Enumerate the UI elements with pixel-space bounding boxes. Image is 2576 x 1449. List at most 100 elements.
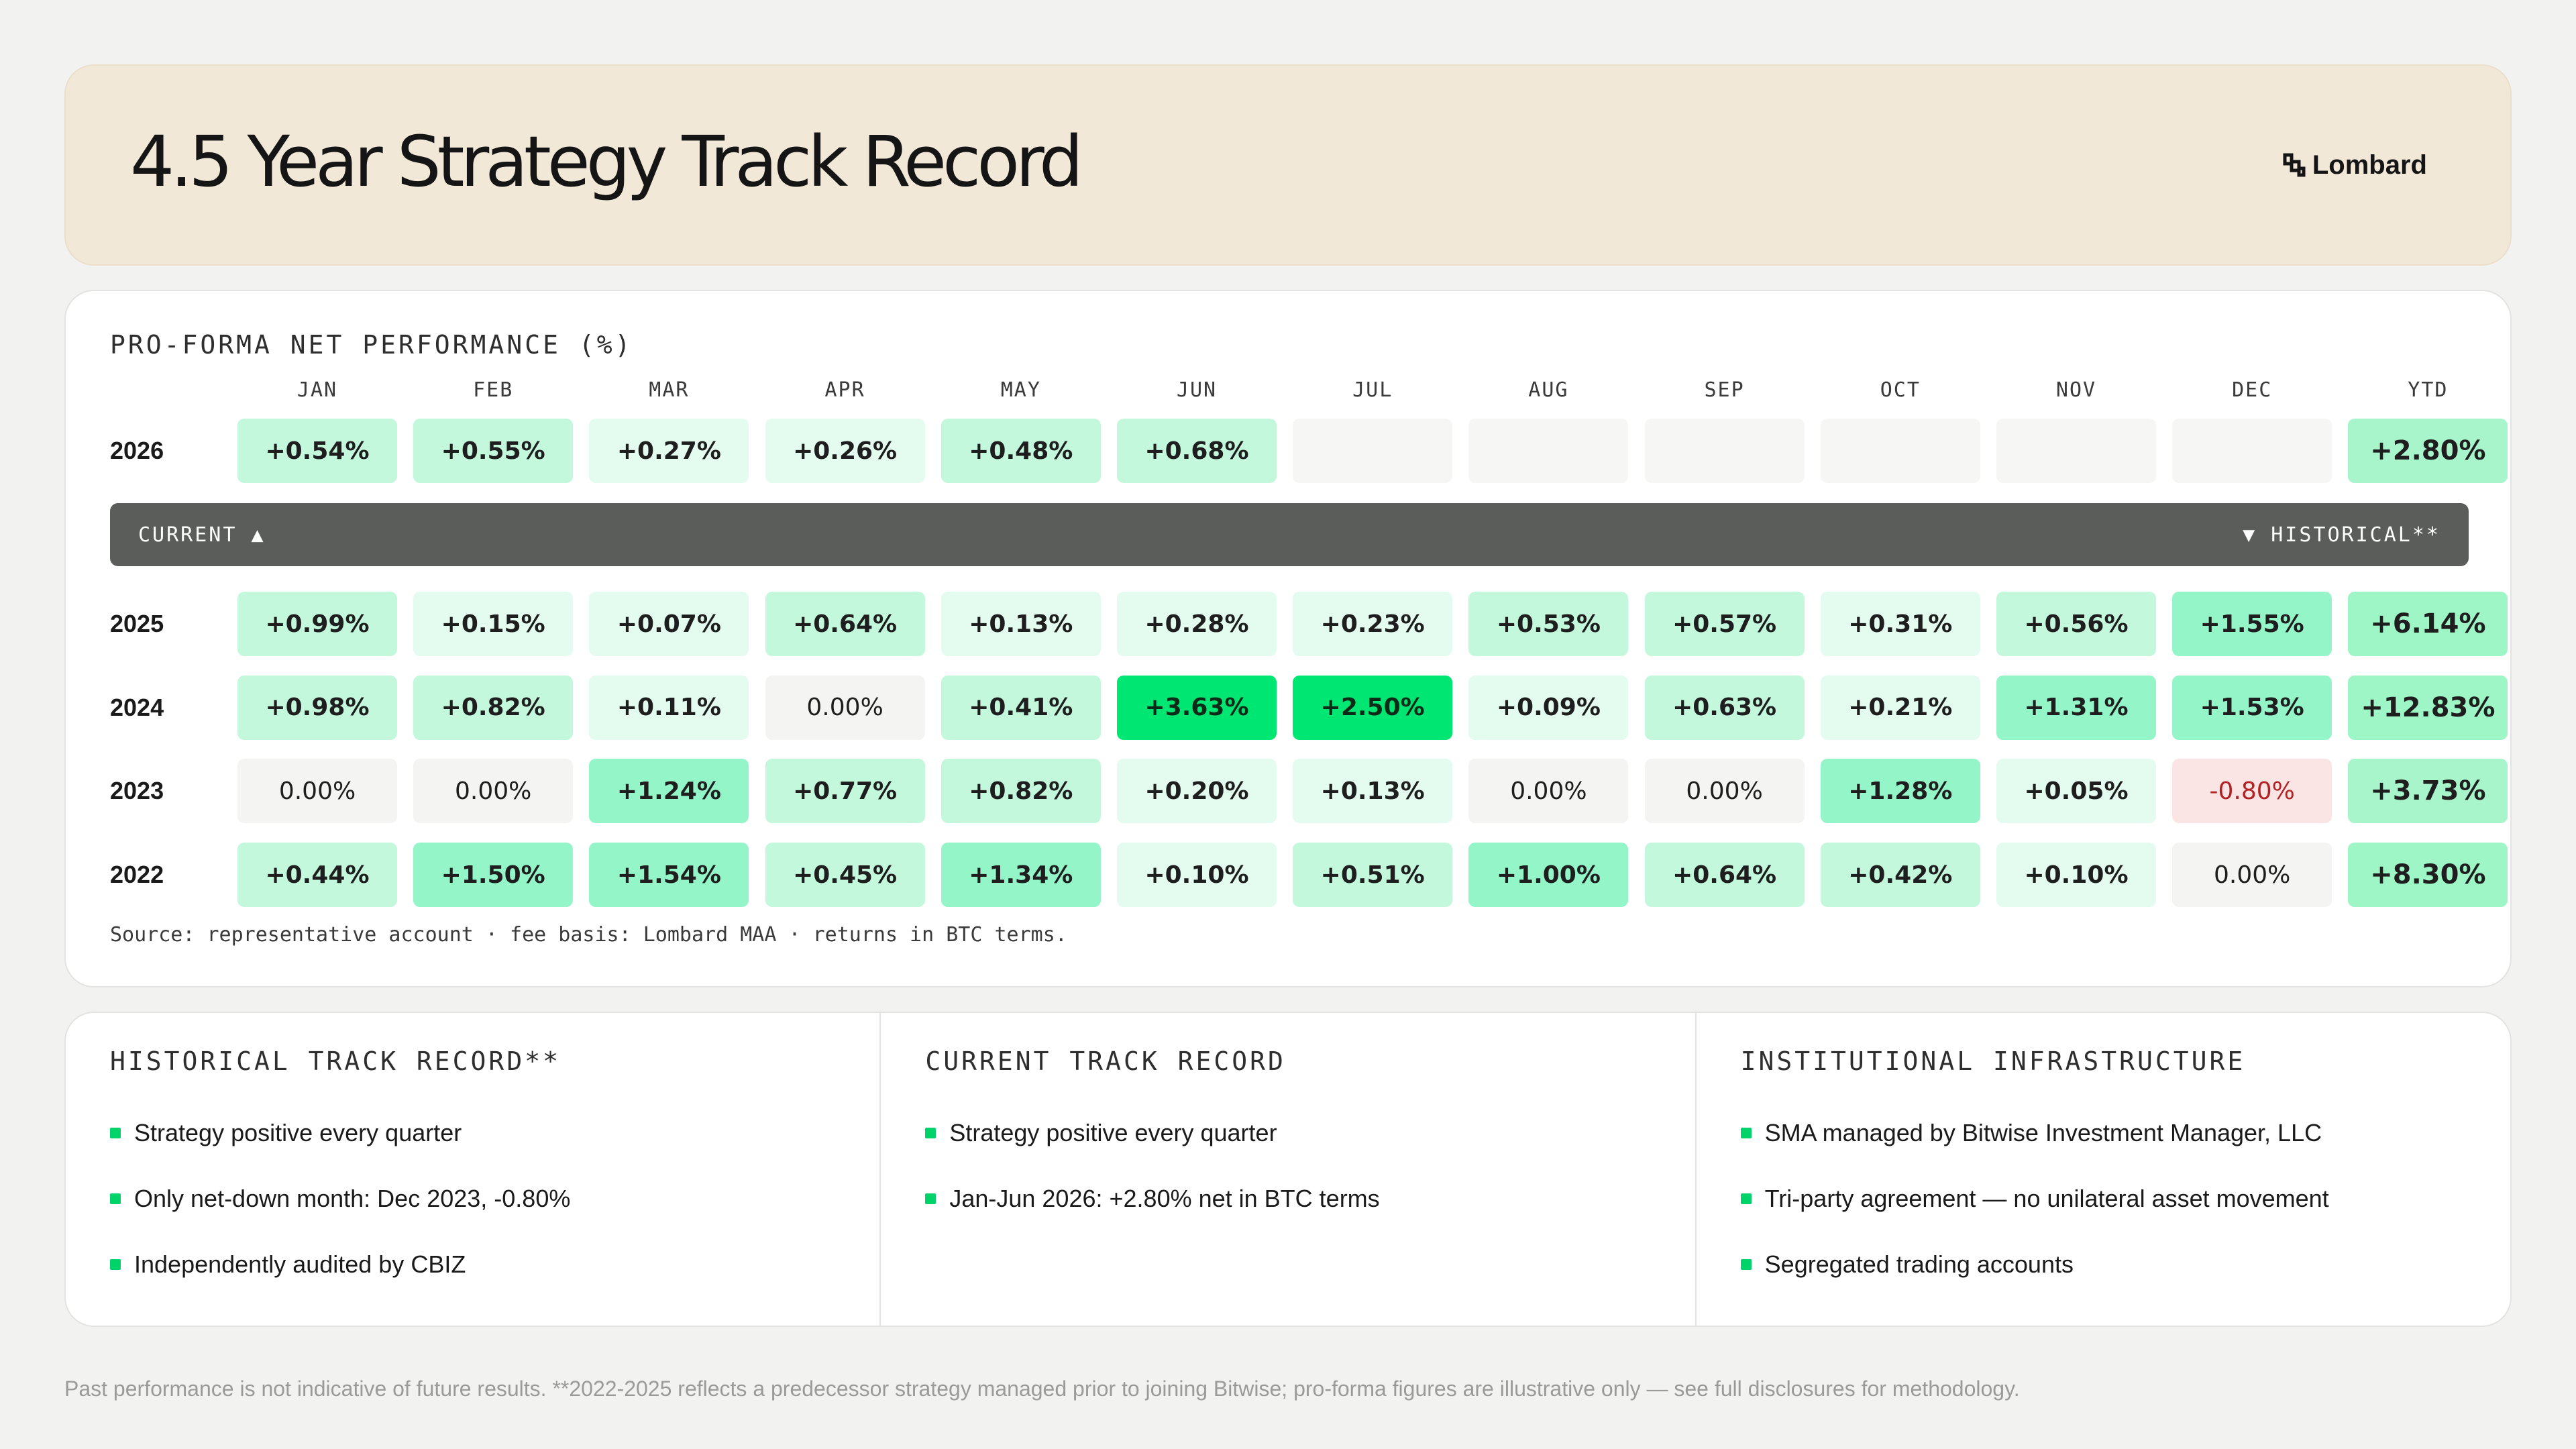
perf-cell-mar: +1.54% (589, 843, 749, 908)
bullet-text: Only net-down month: Dec 2023, -0.80% (134, 1185, 571, 1212)
month-header-dec: DEC (2232, 378, 2273, 402)
month-header-jan: JAN (297, 378, 338, 402)
perf-cell-nov: +0.05% (1996, 759, 2156, 824)
ytd-cell: +2.80% (2348, 419, 2508, 483)
month-header-row: JAN FEB MAR APR MAY JUN JUL AUG SEP OCT NOV DEC YTD (110, 378, 2469, 416)
month-header-jul: JUL (1352, 378, 1393, 402)
perf-cell-jul: +0.51% (1293, 843, 1453, 908)
bullet-square-icon (110, 1259, 121, 1270)
lombard-logo-icon (2283, 153, 2306, 177)
perf-cell-mar: +0.27% (589, 419, 749, 483)
historical-label: ▼ HISTORICAL** (2243, 523, 2440, 547)
perf-cell-mar: +0.07% (589, 592, 749, 656)
month-header-may: MAY (1000, 378, 1041, 402)
perf-cell-jan: +0.44% (237, 843, 397, 908)
year-label: 2025 (110, 610, 164, 637)
perf-cell-jul (1293, 419, 1453, 483)
bullet-text: Strategy positive every quarter (134, 1119, 462, 1146)
perf-cell-may: +0.13% (941, 592, 1101, 656)
performance-panel: PRO-FORMA NET PERFORMANCE (%) JAN FEB MAR A… (64, 290, 2512, 987)
perf-cell-may: +0.41% (941, 675, 1101, 740)
perf-cell-jan: 0.00% (237, 759, 397, 824)
year-label: 2022 (110, 861, 164, 889)
info-column-title: CURRENT TRACK RECORD (925, 1046, 1286, 1076)
perf-cell-apr: +0.26% (765, 419, 925, 483)
perf-cell-mar: +0.11% (589, 675, 749, 740)
info-bullet: Tri-party agreement — no unilateral asse… (1740, 1166, 2510, 1232)
ytd-cell: +3.73% (2348, 759, 2508, 824)
perf-cell-dec: -0.80% (2172, 759, 2332, 824)
perf-cell-nov (1996, 419, 2156, 483)
perf-cell-apr: 0.00% (765, 675, 925, 740)
current-label: CURRENT ▲ (138, 523, 266, 547)
perf-cell-sep: +0.57% (1644, 592, 1805, 656)
brand-logo: Lombard (2283, 149, 2427, 181)
perf-cell-nov: +0.10% (1996, 843, 2156, 908)
info-bullet: Segregated trading accounts (1740, 1232, 2510, 1297)
performance-grid: JAN FEB MAR APR MAY JUN JUL AUG SEP OCT NOV DEC YTD … (110, 378, 2508, 908)
bullet-text: Tri-party agreement — no unilateral asse… (1764, 1185, 2329, 1212)
perf-cell-may: +0.48% (941, 419, 1101, 483)
perf-cell-jan: +0.99% (237, 592, 397, 656)
perf-cell-feb: +0.55% (413, 419, 574, 483)
perf-cell-jun: +0.20% (1117, 759, 1277, 824)
perf-cell-oct (1820, 419, 1980, 483)
perf-cell-dec: 0.00% (2172, 843, 2332, 908)
perf-cell-jul: +0.23% (1293, 592, 1453, 656)
year-row-2026: 2026 +0.54% +0.55% +0.27% +0.26% +0.48% +0.68%… (110, 419, 2508, 483)
bullet-square-icon (1740, 1193, 1752, 1204)
perf-cell-jun: +0.10% (1117, 843, 1277, 908)
perf-cell-feb: +0.15% (413, 592, 574, 656)
perf-cell-may: +1.34% (941, 843, 1101, 908)
perf-cell-jun: +3.63% (1117, 675, 1277, 740)
year-row-2025: 2025 +0.99% +0.15% +0.07% +0.64% +0.13% +0.28%… (110, 592, 2508, 656)
info-bullet: SMA managed by Bitwise Investment Manage… (1740, 1100, 2510, 1166)
perf-cell-sep: +0.64% (1644, 843, 1805, 908)
info-bullet: Jan-Jun 2026: +2.80% net in BTC terms (925, 1166, 1695, 1232)
perf-cell-oct: +0.31% (1820, 592, 1980, 656)
perf-cell-jun: +0.68% (1117, 419, 1277, 483)
month-header-jun: JUN (1176, 378, 1218, 402)
bullet-square-icon (110, 1128, 121, 1138)
perf-cell-aug: +0.09% (1468, 675, 1629, 740)
perf-cell-aug: +1.00% (1468, 843, 1629, 908)
perf-cell-sep: +0.63% (1644, 675, 1805, 740)
year-row-2022: 2022 +0.44% +1.50% +1.54% +0.45% +1.34% +0.10%… (110, 843, 2508, 908)
bullet-text: Jan-Jun 2026: +2.80% net in BTC terms (949, 1185, 1380, 1212)
year-label: 2024 (110, 693, 164, 721)
perf-cell-nov: +0.56% (1996, 592, 2156, 656)
perf-cell-oct: +0.21% (1820, 675, 1980, 740)
perf-cell-sep (1644, 419, 1805, 483)
current-historical-divider: CURRENT ▲ ▼ HISTORICAL** (110, 503, 2469, 566)
info-bullet: Strategy positive every quarter (110, 1100, 879, 1166)
perf-cell-aug: +0.53% (1468, 592, 1629, 656)
year-label: 2023 (110, 777, 164, 805)
info-column-title: HISTORICAL TRACK RECORD** (110, 1046, 561, 1076)
perf-cell-feb: +0.82% (413, 675, 574, 740)
perf-cell-aug (1468, 419, 1629, 483)
brand-name: Lombard (2312, 150, 2427, 180)
info-column-1: HISTORICAL TRACK RECORD** Strategy positi… (66, 1013, 879, 1326)
perf-cell-jul: +2.50% (1293, 675, 1453, 740)
perf-cell-feb: 0.00% (413, 759, 574, 824)
perf-cell-may: +0.82% (941, 759, 1101, 824)
bullet-text: SMA managed by Bitwise Investment Manage… (1764, 1119, 2322, 1146)
perf-cell-aug: 0.00% (1468, 759, 1629, 824)
perf-cell-apr: +0.77% (765, 759, 925, 824)
disclaimer-footnote: Past performance is not indicative of fu… (64, 1377, 2020, 1401)
perf-cell-oct: +0.42% (1820, 843, 1980, 908)
year-label: 2026 (110, 437, 164, 464)
month-header-mar: MAR (649, 378, 690, 402)
bullet-square-icon (1740, 1128, 1752, 1138)
perf-cell-jul: +0.13% (1293, 759, 1453, 824)
ytd-cell: +12.83% (2348, 675, 2508, 740)
info-column-2: CURRENT TRACK RECORD Strategy positive ev… (879, 1013, 1695, 1326)
perf-cell-jan: +0.98% (237, 675, 397, 740)
perf-cell-apr: +0.64% (765, 592, 925, 656)
ytd-cell: +6.14% (2348, 592, 2508, 656)
perf-cell-oct: +1.28% (1820, 759, 1980, 824)
perf-cell-dec: +1.55% (2172, 592, 2332, 656)
bullet-text: Segregated trading accounts (1764, 1250, 2074, 1278)
info-bullet: Only net-down month: Dec 2023, -0.80% (110, 1166, 879, 1232)
year-row-2024: 2024 +0.98% +0.82% +0.11% 0.00% +0.41% +3.63% +… (110, 675, 2508, 740)
